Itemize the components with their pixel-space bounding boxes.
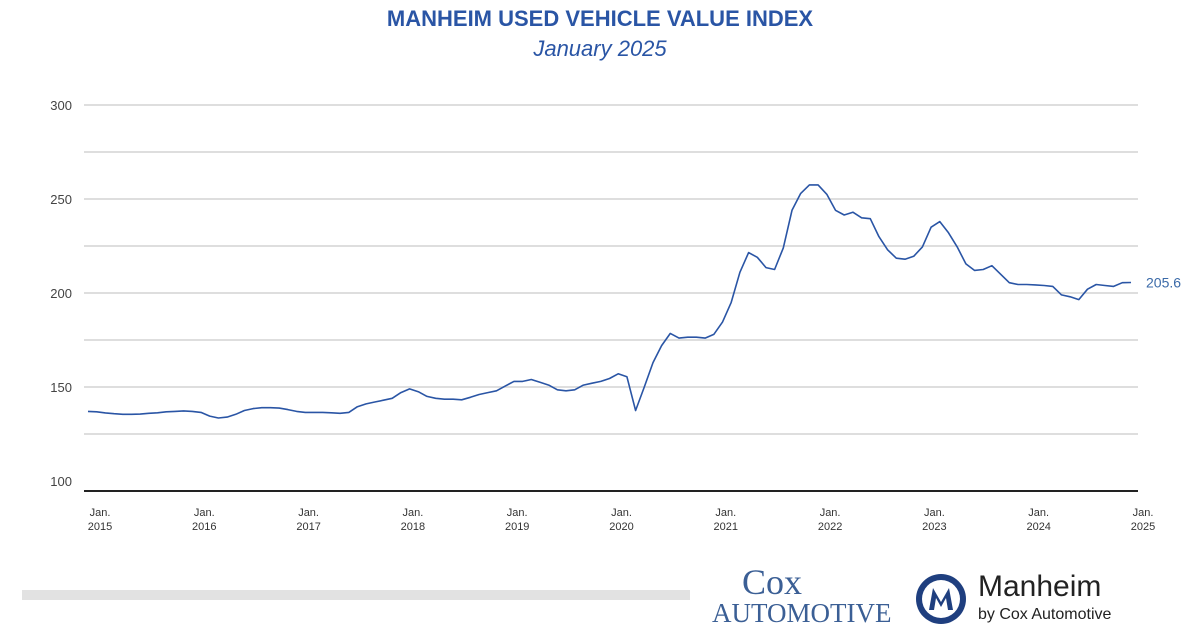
x-tick-label: Jan. (298, 507, 319, 519)
x-tick-label: 2019 (505, 521, 529, 533)
x-tick-label: 2020 (609, 521, 633, 533)
x-tick-label: 2016 (192, 521, 216, 533)
chart-subtitle: January 2025 (533, 36, 667, 61)
chart-title: MANHEIM USED VEHICLE VALUE INDEX (386, 6, 814, 31)
manheim-logo-icon (916, 574, 966, 624)
x-tick-label: Jan. (90, 507, 111, 519)
x-tick-label: Jan. (194, 507, 215, 519)
cox-automotive-logo: Cox Automotive (712, 564, 891, 627)
x-tick-label: Jan. (715, 507, 736, 519)
x-tick-label: 2021 (714, 521, 738, 533)
x-tick-label: Jan. (507, 507, 528, 519)
x-tick-label: Jan. (403, 507, 424, 519)
manheim-logo-text: Manheim (978, 570, 1102, 603)
manheim-logo: Manheim by Cox Automotive (978, 570, 1111, 624)
y-tick-label: 300 (50, 98, 72, 113)
y-tick-label: 100 (50, 474, 72, 489)
x-tick-label: 2025 (1131, 521, 1155, 533)
cox-logo-line1: Cox (742, 562, 803, 602)
end-value-label: 205.6 (1146, 274, 1181, 290)
x-tick-label: 2017 (296, 521, 320, 533)
x-tick-label: Jan. (1028, 507, 1049, 519)
x-tick-label: Jan. (1133, 507, 1154, 519)
y-tick-label: 250 (50, 192, 72, 207)
x-tick-label: 2022 (818, 521, 842, 533)
manheim-logo-subtext: by Cox Automotive (978, 606, 1112, 623)
x-tick-label: 2024 (1026, 521, 1050, 533)
x-tick-label: 2015 (88, 521, 112, 533)
y-tick-label: 200 (50, 286, 72, 301)
index-line (87, 184, 1132, 419)
cox-logo-line2: Automotive (712, 598, 892, 628)
x-tick-label: Jan. (924, 507, 945, 519)
decorative-bar (22, 590, 690, 600)
x-tick-label: 2023 (922, 521, 946, 533)
line-chart: 100 150 200 250 300 Jan. 2015 Jan. 2016 Jan. 2017 J… (50, 98, 1181, 533)
y-tick-label: 150 (50, 380, 72, 395)
x-tick-label: 2018 (401, 521, 425, 533)
x-tick-label: Jan. (820, 507, 841, 519)
x-tick-label: Jan. (611, 507, 632, 519)
